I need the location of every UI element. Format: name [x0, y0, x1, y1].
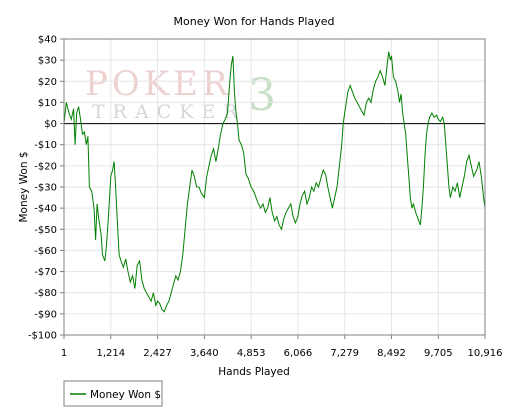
y-tick-label: -$20	[34, 161, 57, 172]
y-tick-label: -$50	[34, 225, 57, 236]
y-tick-label: -$60	[34, 246, 57, 257]
y-tick-label: $10	[38, 98, 57, 109]
legend-label: Money Won $	[90, 389, 161, 401]
y-tick-label: -$70	[34, 267, 57, 278]
y-tick-label: -$100	[28, 331, 57, 342]
x-tick-label: 9,705	[424, 348, 453, 359]
y-tick-label: $40	[38, 35, 57, 46]
y-tick-label: -$40	[34, 204, 57, 215]
legend: Money Won $	[63, 380, 163, 407]
x-tick-label: 10,916	[468, 348, 503, 359]
y-tick-label: -$30	[34, 183, 57, 194]
y-tick-label: $0	[44, 119, 57, 130]
watermark-poker: POKER	[85, 64, 232, 104]
x-tick-label: 2,427	[143, 348, 172, 359]
x-tick-label: 7,279	[330, 348, 359, 359]
y-tick-label: $20	[38, 77, 57, 88]
watermark-numeral: 3	[248, 70, 276, 121]
x-tick-label: 6,066	[284, 348, 313, 359]
y-tick-label: -$80	[34, 288, 57, 299]
y-axis-title: Money Won $	[18, 151, 30, 222]
x-tick-label: 8,492	[377, 348, 406, 359]
y-tick-label: $30	[38, 56, 57, 67]
x-tick-label: 1,214	[96, 348, 125, 359]
x-axis-ticks: 1 1,214 2,427 3,640 4,853 6,066 7,279 8,492 9,70…	[61, 335, 503, 359]
plot-frame	[63, 38, 486, 336]
x-tick-label: 1	[61, 348, 67, 359]
watermark-tracker: TRACKER	[92, 101, 246, 123]
series-line-money-won	[63, 51, 486, 313]
watermark: POKER TRACKER 3	[85, 64, 276, 123]
x-tick-label: 3,640	[190, 348, 219, 359]
y-axis-ticks: $40 $30 $20 $10 $0 -$10 -$20 -$30 -$40 -$50 -$60 -$…	[28, 35, 64, 342]
x-axis-title: Hands Played	[218, 366, 289, 378]
y-tick-label: -$90	[34, 309, 57, 320]
y-tick-label: -$10	[34, 140, 57, 151]
x-tick-label: 4,853	[237, 348, 266, 359]
chart-title: Money Won for Hands Played	[174, 15, 335, 28]
